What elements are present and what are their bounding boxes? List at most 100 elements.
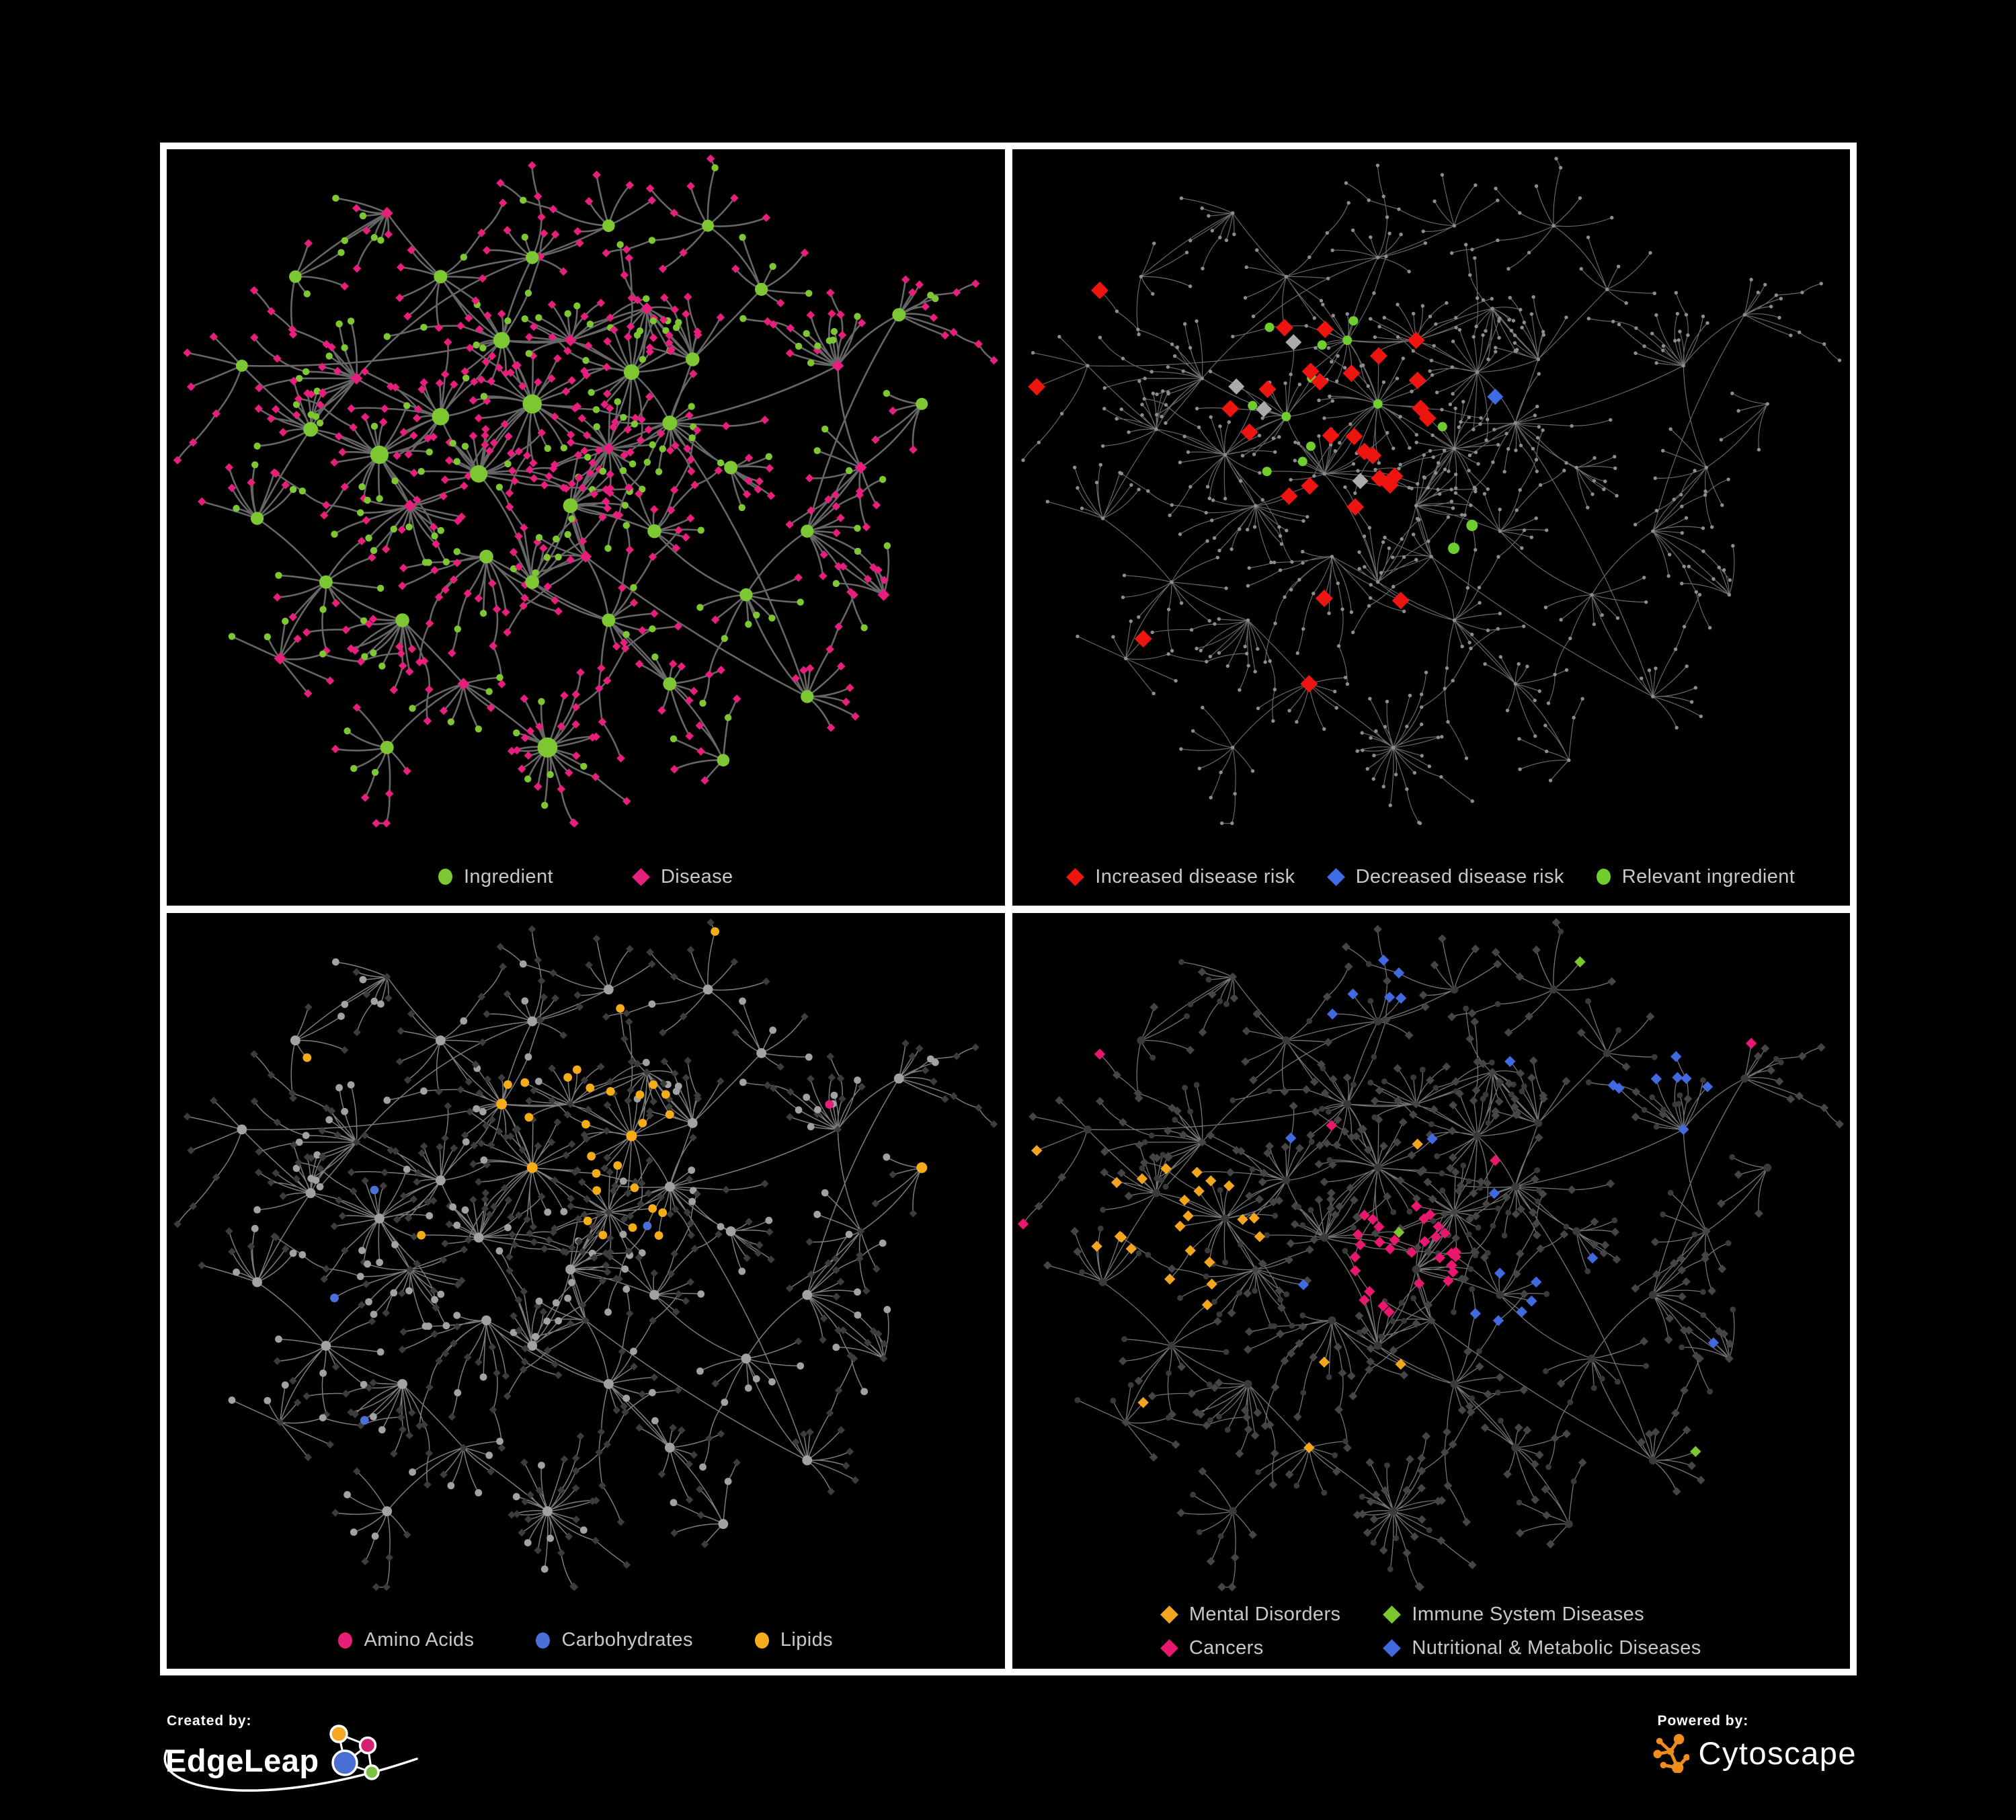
node-circle [1570, 1478, 1577, 1485]
node-diamond [573, 227, 582, 236]
node-circle [1367, 198, 1371, 202]
node-circle [1707, 626, 1711, 630]
node-circle [1135, 1250, 1141, 1256]
node-circle [1703, 493, 1707, 497]
node-circle [1409, 486, 1414, 491]
node-circle [1415, 516, 1419, 521]
node-diamond [1443, 1480, 1452, 1490]
node-diamond [577, 483, 587, 492]
node-diamond [1527, 1073, 1536, 1082]
node-circle [1685, 333, 1690, 338]
node-circle [437, 1290, 445, 1298]
node-diamond [1590, 1217, 1599, 1226]
node-circle [1332, 689, 1336, 694]
node-circle [1398, 232, 1403, 237]
node-diamond [362, 1279, 370, 1288]
node-circle [1513, 421, 1517, 425]
node-circle [1368, 317, 1372, 321]
node-circle [1495, 238, 1500, 243]
node-diamond [478, 1037, 487, 1046]
node-circle [504, 1224, 512, 1231]
node-diamond [657, 1193, 665, 1201]
node-circle [724, 461, 738, 475]
node-circle [1727, 592, 1731, 597]
node-diamond [469, 432, 478, 440]
node-diamond [360, 412, 370, 422]
node-diamond [1519, 1289, 1529, 1298]
node-circle [1513, 448, 1518, 452]
node-diamond [621, 1408, 629, 1416]
node-circle [1210, 229, 1214, 233]
node-circle [1367, 697, 1372, 701]
node-circle [1153, 1175, 1160, 1181]
node-circle [1283, 1291, 1289, 1297]
node-diamond [940, 331, 950, 340]
node-circle [1558, 165, 1562, 170]
node-diamond [668, 660, 678, 668]
node-diamond [368, 615, 378, 624]
node-circle [883, 1153, 891, 1160]
node-diamond [1346, 988, 1359, 1000]
node-circle [1360, 748, 1365, 752]
node-circle [1692, 469, 1697, 473]
node-circle [1075, 634, 1080, 639]
node-circle [1465, 586, 1469, 590]
node-circle [434, 270, 448, 284]
node-diamond [598, 1481, 606, 1489]
node-diamond [425, 1449, 434, 1457]
node-circle [1299, 1312, 1305, 1318]
node-diamond [340, 282, 349, 291]
node-diamond [1516, 1306, 1527, 1317]
node-circle [1480, 333, 1485, 338]
node-diamond [836, 662, 846, 671]
network-graph-disease-categories [1017, 918, 1844, 1591]
node-diamond [1227, 1308, 1236, 1317]
node-diamond [1334, 1201, 1344, 1211]
node-diamond [521, 1497, 529, 1505]
node-diamond [407, 1009, 415, 1018]
node-diamond [189, 1201, 198, 1210]
node-circle [1679, 493, 1683, 497]
node-diamond [360, 1258, 368, 1266]
node-circle [1517, 211, 1522, 215]
edgeleap-branding: Created by: EdgeLeap [163, 1713, 418, 1792]
node-diamond [588, 1497, 597, 1505]
node-diamond [717, 666, 725, 674]
node-diamond [832, 502, 841, 511]
node-diamond [1326, 1203, 1335, 1213]
panel-grid: Ingredient Disease Increased disease risk… [160, 143, 1857, 1675]
node-circle [1666, 573, 1670, 578]
node-diamond [1326, 1188, 1336, 1197]
node-circle [237, 1124, 247, 1134]
node-circle [1164, 403, 1168, 407]
node-diamond [1206, 1556, 1215, 1566]
node-diamond [537, 428, 547, 437]
node-diamond [786, 1113, 794, 1121]
circle-marker [1596, 869, 1611, 885]
node-diamond [901, 275, 910, 284]
node-circle [1223, 1348, 1229, 1355]
node-circle [1437, 422, 1447, 432]
node-diamond [1410, 1200, 1422, 1212]
node-diamond [603, 1267, 612, 1276]
node-circle [347, 1080, 355, 1089]
node-diamond [805, 1237, 814, 1246]
node-diamond [1274, 1195, 1283, 1205]
node-diamond [825, 1409, 834, 1417]
node-diamond [594, 684, 604, 693]
node-diamond [682, 532, 690, 542]
node-circle [1220, 1214, 1229, 1222]
node-circle [1493, 186, 1498, 191]
node-diamond [1205, 1130, 1215, 1140]
node-circle [391, 477, 399, 485]
node-diamond [1242, 1026, 1251, 1035]
node-circle [1305, 441, 1316, 451]
node-diamond [481, 357, 491, 366]
node-circle [647, 524, 661, 539]
node-circle [697, 526, 704, 534]
node-circle [426, 1212, 434, 1220]
node-circle [1779, 296, 1783, 301]
node-circle [1175, 345, 1179, 350]
node-diamond [508, 1230, 516, 1238]
node-diamond [547, 374, 556, 383]
